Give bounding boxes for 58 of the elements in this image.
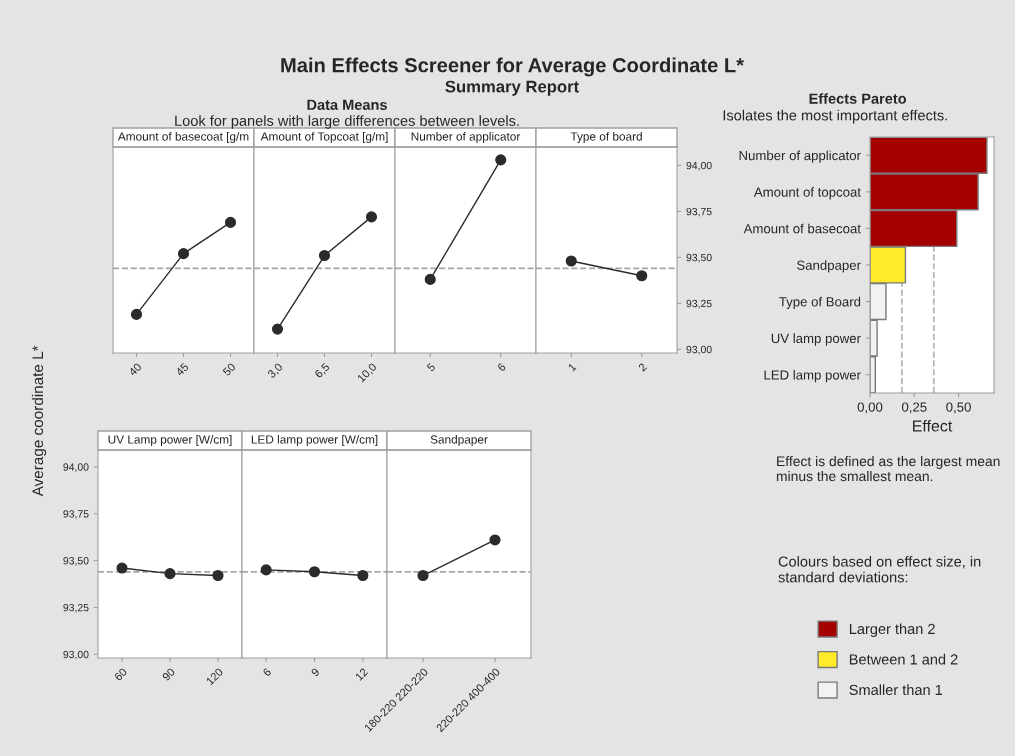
x-tick-label: 1 [567, 362, 577, 372]
y-tick-label: Sandpaper [797, 260, 861, 273]
y-tick-label: UV lamp power [771, 333, 861, 346]
chart-title: UV Lamp power [W/cm] [108, 435, 232, 446]
text: Main Effects Screener for Average Coordinate L* [281, 57, 745, 77]
x-tick-label: 2 [637, 362, 648, 372]
chart-title: Amount of Topcoat [g/m] [260, 132, 388, 143]
y-tick-label: 93,50 [63, 557, 89, 566]
x-tick-label: 45 [175, 362, 189, 377]
x-tick-label: 0,25 [901, 402, 927, 414]
text: Effect is defined as the largest mean minus the smallest mean. [776, 456, 1000, 482]
y-tick-label: 94,00 [63, 463, 89, 472]
y-tick-label: Number of applicator [739, 150, 861, 163]
x-tick-label: 6 [496, 362, 507, 372]
chart-title: Type of board [570, 132, 642, 143]
chart-title: Sandpaper [430, 435, 488, 446]
x-tick-label: 6 [262, 667, 272, 677]
chart-title: Amount of basecoat [g/m [117, 132, 249, 143]
x-tick-label: 0,50 [946, 402, 971, 414]
y-tick-label: 93,25 [63, 603, 89, 613]
x-tick-label: 0,00 [857, 402, 883, 414]
y-tick-label: 93,25 [686, 299, 712, 309]
x-tick-label: 50 [222, 362, 236, 377]
point [116, 562, 128, 574]
chart-title: Effects Pareto [809, 93, 907, 104]
y-tick-label: 93,75 [686, 207, 712, 217]
chart-subtitle: Isolates the most important effects. [723, 109, 947, 124]
y-tick-label: Type of Board [779, 296, 861, 310]
x-tick-label: 12 [354, 667, 369, 681]
x-tick-label: 5 [426, 362, 436, 372]
legend-title: Colours based on effect size, in standard deviations: [778, 556, 981, 583]
y-tick-label: Amount of basecoat [743, 223, 861, 234]
y-tick-label: Amount of topcoat [753, 187, 861, 200]
y-tick-label: 93,00 [686, 345, 712, 355]
y-tick-label: 93,00 [63, 650, 89, 660]
chart-title: LED lamp power [W/cm] [251, 435, 378, 446]
y-tick-label: LED lamp power [764, 369, 861, 383]
x-tick-label: 60 [113, 667, 128, 682]
text: Look for panels with large differences between levels. [175, 115, 519, 129]
legend-label: Between 1 and 2 [849, 653, 958, 665]
legend-label: Larger than 2 [849, 623, 935, 637]
x-tick-label: 90 [161, 667, 176, 682]
y-tick-label: 93,75 [63, 510, 89, 519]
point [164, 568, 176, 580]
x-tick-label: 6,5 [314, 362, 331, 380]
y-axis-title: Average coordinate L* [31, 345, 47, 497]
x-tick-label: 3,0 [267, 362, 284, 380]
y-tick-label: 93,50 [686, 253, 712, 263]
x-tick-label: 9 [310, 667, 320, 677]
y-tick-label: 94,00 [686, 161, 712, 171]
x-axis-title: Effect [913, 419, 953, 432]
legend-label: Smaller than 1 [849, 684, 943, 696]
point [212, 569, 224, 582]
x-tick-label: 120 [205, 667, 224, 686]
text: Data Means [307, 99, 387, 110]
chart-title: Number of applicator [411, 132, 521, 143]
text: Summary Report [445, 80, 579, 96]
x-tick-label: 40 [128, 362, 142, 377]
